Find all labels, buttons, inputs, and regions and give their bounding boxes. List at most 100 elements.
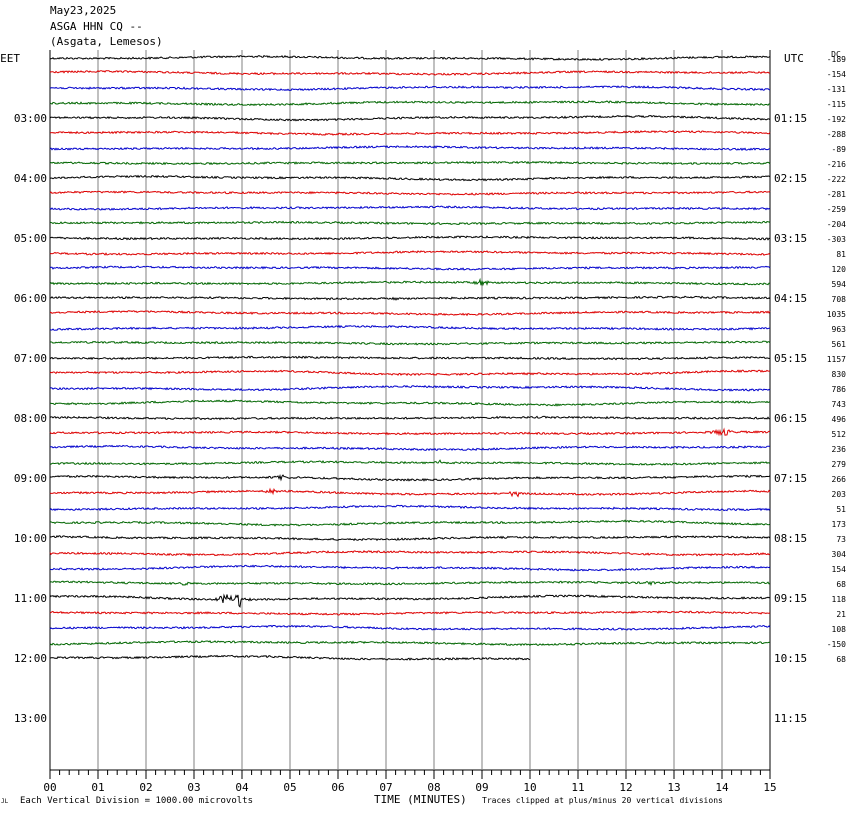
dc-offset-label: 496 bbox=[832, 415, 847, 424]
x-tick-label: 04 bbox=[235, 781, 249, 794]
left-hour-label: 08:00 bbox=[14, 412, 47, 425]
left-hour-label: 13:00 bbox=[14, 712, 47, 725]
location-label: (Asgata, Lemesos) bbox=[50, 35, 163, 48]
trace-14 bbox=[49, 250, 771, 256]
dc-offset-label: 1035 bbox=[827, 310, 846, 319]
dc-offset-label: 173 bbox=[832, 520, 847, 529]
left-hour-label: 07:00 bbox=[14, 352, 47, 365]
x-tick-label: 10 bbox=[523, 781, 536, 794]
dc-offset-label: -154 bbox=[827, 70, 846, 79]
trace-11 bbox=[49, 205, 771, 211]
trace-20 bbox=[49, 340, 771, 346]
dc-offset-label: 830 bbox=[832, 370, 847, 379]
dc-offset-label: 266 bbox=[832, 475, 847, 484]
dc-offset-label: 120 bbox=[832, 265, 847, 274]
dc-offset-label: 561 bbox=[832, 340, 847, 349]
left-hour-label: 09:00 bbox=[14, 472, 47, 485]
right-timezone-label: UTC bbox=[784, 52, 804, 65]
right-hour-label: 07:15 bbox=[774, 472, 807, 485]
trace-13 bbox=[50, 235, 771, 241]
trace-31 bbox=[49, 504, 771, 512]
left-hour-label: 11:00 bbox=[14, 592, 47, 605]
trace-4 bbox=[49, 100, 771, 107]
dc-offset-label: -131 bbox=[827, 85, 846, 94]
right-hour-label: 11:15 bbox=[774, 712, 807, 725]
trace-17 bbox=[49, 295, 771, 301]
trace-15 bbox=[49, 265, 771, 271]
trace-30 bbox=[49, 487, 771, 498]
dc-offset-label: 68 bbox=[836, 580, 846, 589]
trace-1 bbox=[49, 54, 771, 61]
left-hour-label: 10:00 bbox=[14, 532, 47, 545]
dc-offset-label: 81 bbox=[836, 250, 846, 259]
x-tick-label: 06 bbox=[331, 781, 344, 794]
trace-18 bbox=[49, 310, 771, 317]
dc-offset-label: 68 bbox=[836, 655, 846, 664]
right-hour-label: 10:15 bbox=[774, 652, 807, 665]
x-tick-label: 02 bbox=[139, 781, 152, 794]
trace-39 bbox=[49, 624, 771, 631]
dc-offset-label: 743 bbox=[832, 400, 847, 409]
dc-offset-label: 708 bbox=[832, 295, 847, 304]
trace-26 bbox=[49, 427, 771, 437]
trace-2 bbox=[49, 70, 771, 76]
x-tick-label: 03 bbox=[187, 781, 200, 794]
right-hour-label: 04:15 bbox=[774, 292, 807, 305]
trace-34 bbox=[49, 549, 771, 557]
dc-offset-label: 203 bbox=[832, 490, 847, 499]
scale-note: Each Vertical Division = 1000.00 microvo… bbox=[20, 796, 253, 806]
dc-offset-label: -189 bbox=[827, 55, 846, 64]
dc-offset-label: 279 bbox=[832, 460, 847, 469]
dc-offset-label: -303 bbox=[827, 235, 846, 244]
left-hour-label: 06:00 bbox=[14, 292, 47, 305]
trace-37 bbox=[49, 593, 771, 608]
dc-offset-label: 73 bbox=[836, 535, 846, 544]
x-tick-label: 08 bbox=[427, 781, 440, 794]
trace-21 bbox=[49, 355, 771, 361]
trace-38 bbox=[49, 610, 771, 616]
x-tick-label: 09 bbox=[475, 781, 488, 794]
left-hour-label: 12:00 bbox=[14, 652, 47, 665]
dc-offset-label: 594 bbox=[832, 280, 847, 289]
x-tick-label: 12 bbox=[619, 781, 632, 794]
dc-column-header: DC bbox=[831, 50, 841, 59]
dc-offset-label: 108 bbox=[832, 625, 847, 634]
trace-32 bbox=[49, 519, 771, 527]
trace-40 bbox=[49, 640, 771, 647]
trace-3 bbox=[49, 85, 771, 92]
left-timezone-label: EET bbox=[0, 52, 20, 65]
x-tick-label: 13 bbox=[667, 781, 680, 794]
dc-offset-label: 21 bbox=[836, 610, 846, 619]
trace-33 bbox=[49, 534, 771, 542]
trace-9 bbox=[49, 174, 771, 182]
left-hour-label: 04:00 bbox=[14, 172, 47, 185]
dc-offset-label: -89 bbox=[832, 145, 847, 154]
trace-6 bbox=[49, 130, 771, 136]
dc-offset-label: 304 bbox=[832, 550, 847, 559]
dc-offset-label: -115 bbox=[827, 100, 846, 109]
trace-23 bbox=[49, 385, 771, 392]
right-hour-label: 09:15 bbox=[774, 592, 807, 605]
dc-offset-label: -204 bbox=[827, 220, 846, 229]
dc-offset-label: -216 bbox=[827, 160, 846, 169]
dc-offset-label: -192 bbox=[827, 115, 846, 124]
x-tick-label: 14 bbox=[715, 781, 729, 794]
trace-36 bbox=[49, 580, 771, 587]
left-hour-label: 03:00 bbox=[14, 112, 47, 125]
right-hour-label: 08:15 bbox=[774, 532, 807, 545]
trace-24 bbox=[49, 399, 771, 407]
trace-19 bbox=[49, 324, 771, 331]
trace-27 bbox=[49, 444, 771, 451]
x-tick-label: 05 bbox=[283, 781, 296, 794]
dc-offset-label: 154 bbox=[832, 565, 847, 574]
trace-29 bbox=[49, 473, 771, 482]
dc-offset-label: 236 bbox=[832, 445, 847, 454]
dc-offset-label: 786 bbox=[832, 385, 847, 394]
trace-12 bbox=[49, 220, 771, 226]
trace-16 bbox=[49, 277, 771, 287]
trace-8 bbox=[49, 160, 771, 166]
date-label: May23,2025 bbox=[50, 4, 117, 17]
right-hour-label: 05:15 bbox=[774, 352, 807, 365]
right-hour-label: 02:15 bbox=[774, 172, 807, 185]
